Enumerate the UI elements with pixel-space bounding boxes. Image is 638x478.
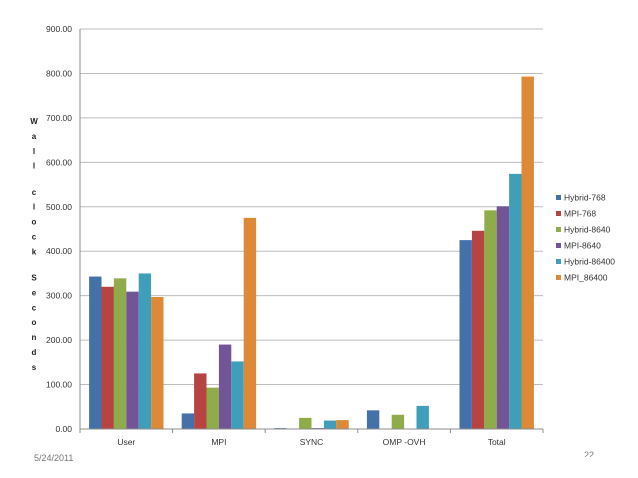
x-category-label: User — [117, 437, 135, 447]
legend-label: MPI-8640 — [564, 241, 601, 251]
y-axis-label-char: c — [32, 188, 37, 197]
y-tick-label: 800.00 — [46, 68, 72, 78]
bar-mpi-8640-total — [496, 206, 510, 429]
y-tick-label: 900.00 — [46, 24, 72, 34]
legend-swatch — [556, 211, 561, 216]
y-tick-label: 500.00 — [46, 202, 72, 212]
bar-hybrid-768-omp-ovh — [366, 410, 380, 429]
bar-mpi-768-user — [101, 286, 114, 429]
bar-mpi-86400-mpi — [243, 217, 257, 429]
bar-mpi-86400-user — [151, 297, 164, 429]
x-category-label: Total — [488, 437, 506, 447]
bar-hybrid-768-user — [89, 276, 102, 429]
y-tick-label: 700.00 — [46, 113, 72, 123]
legend-label: Hybrid-8640 — [564, 225, 611, 235]
axes — [79, 29, 544, 433]
y-tick-label: 100.00 — [46, 380, 72, 390]
legend-swatch — [556, 195, 561, 200]
bar-hybrid-86400-mpi — [231, 361, 244, 429]
bar-mpi-8640-mpi — [218, 344, 232, 429]
y-axis-label-char: o — [32, 318, 37, 327]
y-axis-label-char: l — [33, 147, 35, 156]
bar-mpi-86400-sync — [336, 420, 349, 429]
bar-hybrid-86400-user — [138, 273, 152, 429]
bar-hybrid-86400-total — [509, 173, 522, 429]
bar-hybrid-86400-omp-ovh — [416, 405, 429, 429]
bar-hybrid-8640-omp-ovh — [391, 414, 405, 429]
y-axis-label-char: c — [32, 232, 37, 241]
legend-label: MPI_86400 — [564, 273, 608, 283]
y-axis-label-char: W — [30, 117, 38, 126]
y-axis-label-char: e — [32, 288, 37, 297]
y-axis-label-char: n — [32, 333, 37, 342]
bar-hybrid-8640-total — [484, 210, 497, 429]
bar-hybrid-768-mpi — [181, 413, 195, 429]
y-axis-label-char: d — [32, 348, 37, 357]
y-axis-label-char: k — [32, 247, 37, 256]
bars — [89, 76, 534, 430]
bar-mpi-768-mpi — [194, 373, 207, 429]
bar-mpi-86400-total — [521, 76, 534, 430]
bar-mpi-8640-user — [126, 291, 139, 429]
y-tick-label: 400.00 — [46, 246, 72, 256]
y-tick-label: 600.00 — [46, 157, 72, 167]
bar-mpi-768-total — [471, 230, 485, 429]
legend-swatch — [556, 259, 561, 264]
x-category-label: MPI — [211, 437, 226, 447]
legend: Hybrid-768 MPI-768 Hybrid-8640 MPI-8640 Hybr… — [556, 193, 615, 283]
y-axis-label-char: l — [33, 162, 35, 171]
y-axis-label-char: o — [32, 218, 37, 227]
y-tick-label: 0.00 — [55, 424, 72, 434]
legend-label: Hybrid-768 — [564, 193, 606, 203]
y-axis-label-char: l — [33, 203, 35, 212]
bar-hybrid-8640-user — [113, 278, 127, 429]
legend-label: Hybrid-86400 — [564, 257, 615, 267]
legend-swatch — [556, 243, 561, 248]
bar-hybrid-768-total — [459, 240, 472, 429]
y-tick-label: 200.00 — [46, 335, 72, 345]
y-axis-label-char: a — [32, 132, 37, 141]
y-axis-label-char: s — [32, 363, 37, 372]
x-category-label: OMP -OVH — [383, 437, 426, 447]
bar-hybrid-8640-mpi — [206, 387, 219, 429]
y-tick-label: 300.00 — [46, 291, 72, 301]
legend-swatch — [556, 275, 561, 280]
legend-swatch — [556, 227, 561, 232]
y-axis-label-char: S — [31, 273, 37, 282]
x-category-label: SYNC — [300, 437, 324, 447]
footer-page-number: 22 — [584, 451, 595, 457]
x-category-labels: User MPI SYNC OMP -OVH Total — [117, 437, 505, 447]
y-tick-labels: 0.00 100.00 200.00 300.00 400.00 500.00 600.00… — [46, 24, 72, 434]
y-axis-label-char: c — [32, 303, 37, 312]
bar-hybrid-8640-sync — [299, 417, 312, 429]
footer-date: 5/24/2011 — [34, 453, 74, 463]
legend-label: MPI-768 — [564, 209, 596, 219]
bar-hybrid-86400-sync — [323, 420, 337, 429]
